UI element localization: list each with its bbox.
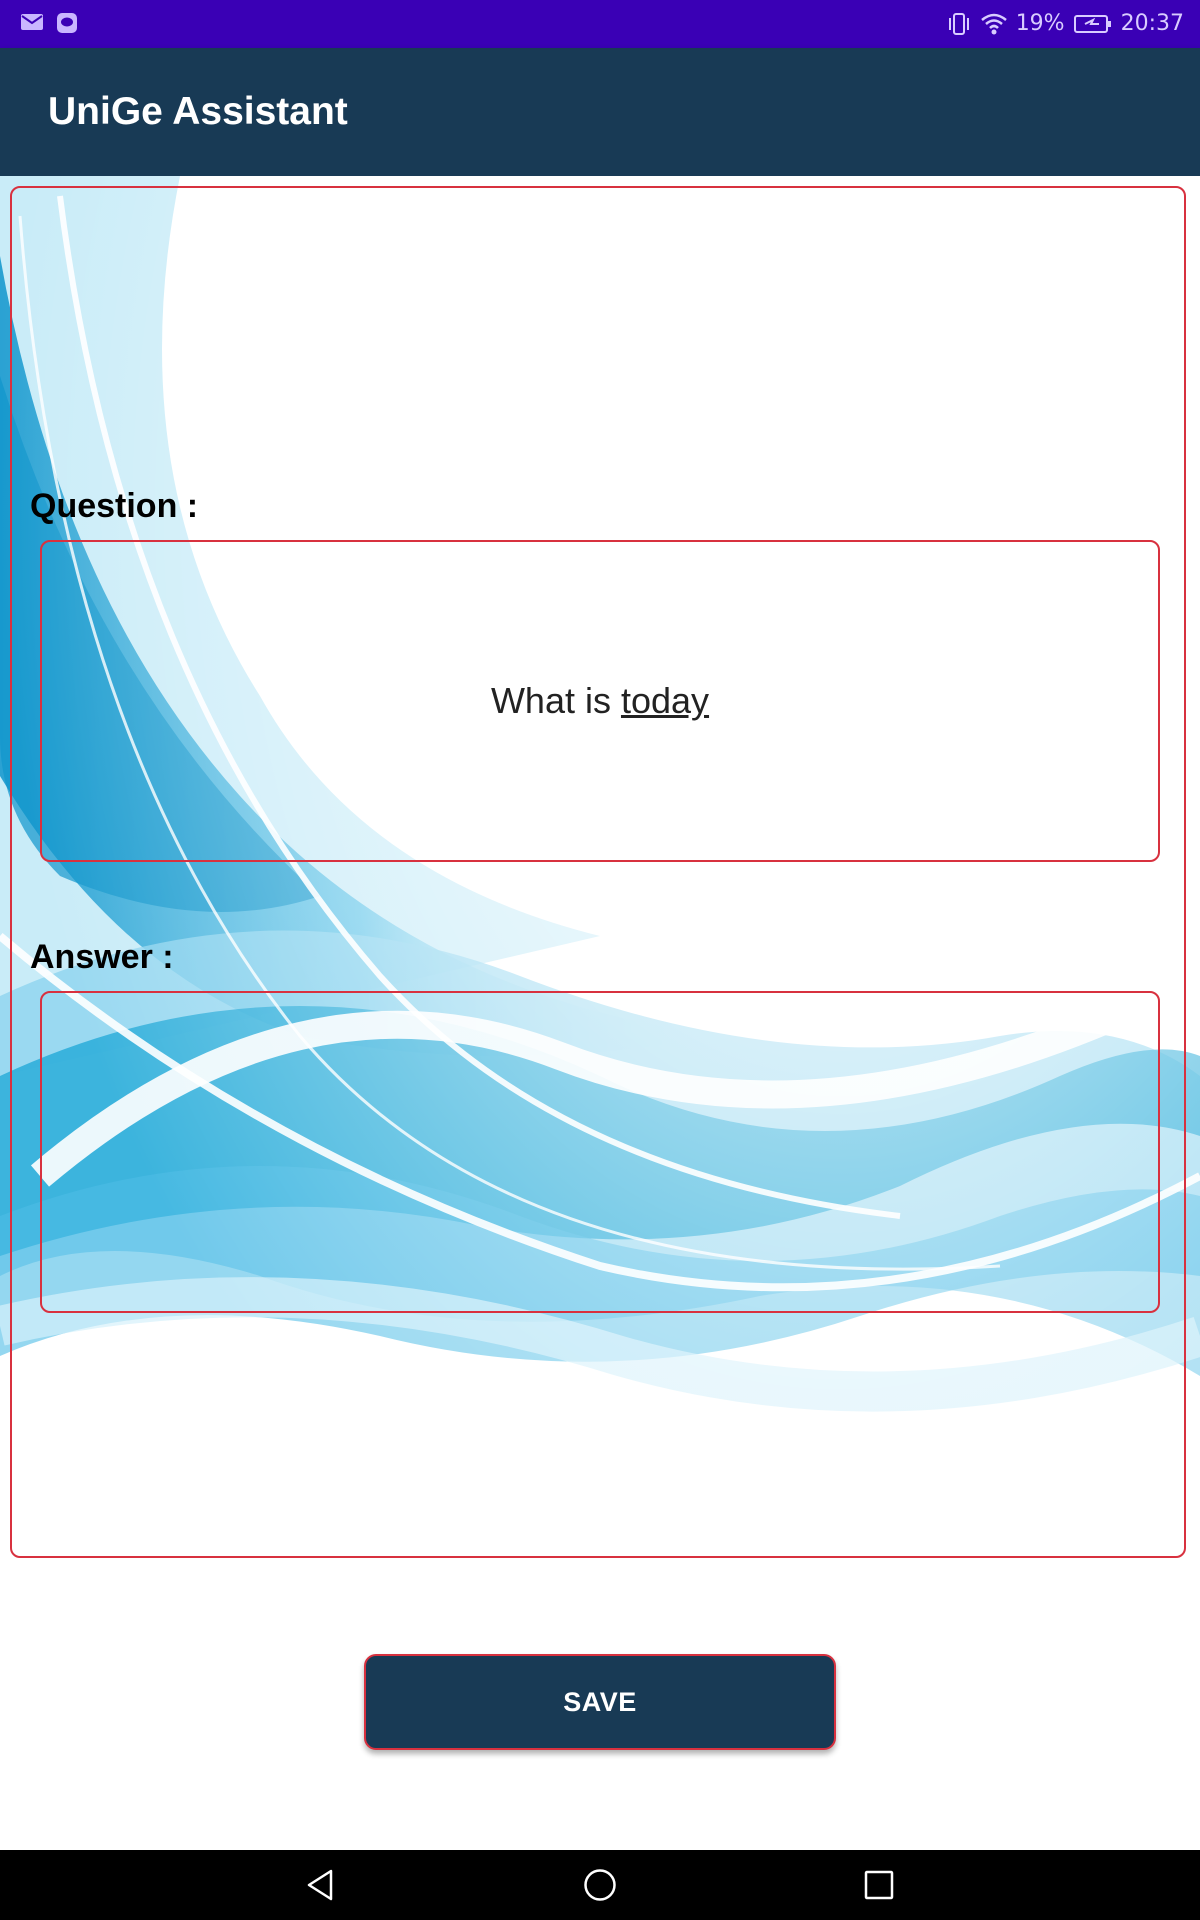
app-title: UniGe Assistant: [48, 90, 348, 133]
question-field[interactable]: What is today: [40, 540, 1160, 862]
wifi-icon: [980, 13, 1007, 35]
question-text-underlined-word: today: [620, 680, 710, 721]
gmail-icon: [21, 14, 43, 30]
status-right-icons: 19% 20:37: [946, 10, 1184, 38]
question-text[interactable]: What is today: [42, 542, 1158, 860]
save-button[interactable]: SAVE: [364, 1654, 836, 1750]
answer-text[interactable]: [42, 993, 1158, 1311]
clock: 20:37: [1120, 11, 1184, 36]
status-bar: 19% 20:37: [0, 0, 1200, 48]
battery-charging-icon: [1073, 15, 1111, 33]
recents-icon[interactable]: [861, 1867, 897, 1903]
app-bar: UniGe Assistant: [0, 48, 1200, 176]
question-text-plain: What is: [490, 680, 611, 721]
wave-background: [0, 176, 1200, 1850]
form-container: [10, 186, 1186, 1558]
chat-bubble-icon: [57, 13, 77, 33]
battery-percent: 19%: [1015, 11, 1065, 36]
home-icon[interactable]: [582, 1867, 618, 1903]
vibrate-icon: [948, 13, 969, 35]
answer-field[interactable]: [40, 991, 1160, 1313]
wave-background-image: [0, 176, 1200, 1850]
status-left-icons: [20, 12, 78, 34]
question-label: Question :: [30, 487, 199, 525]
back-icon[interactable]: [303, 1867, 339, 1903]
answer-label: Answer :: [30, 938, 174, 976]
navigation-bar: [0, 1850, 1200, 1920]
